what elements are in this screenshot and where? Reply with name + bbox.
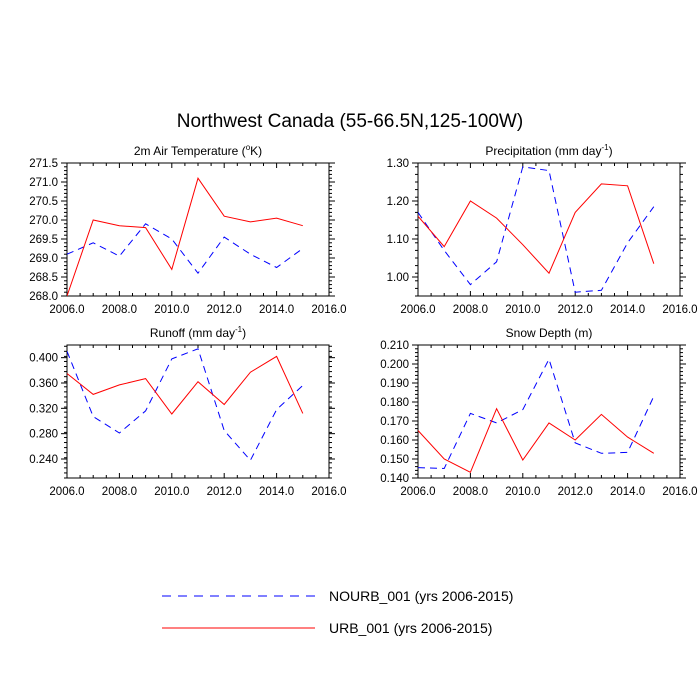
x-tick-label: 2012.0 xyxy=(207,304,242,316)
x-tick-label: 2010.0 xyxy=(154,304,189,316)
panel-title-superscript: -1 xyxy=(601,143,609,152)
series-line-nourb xyxy=(418,357,655,470)
legend-label-urb: URB_001 (yrs 2006-2015) xyxy=(329,620,492,636)
y-tick-label: 1.00 xyxy=(387,272,409,284)
y-tick-label: 0.320 xyxy=(29,403,58,415)
y-tick-label: 0.280 xyxy=(29,429,58,441)
y-tick-label: 269.0 xyxy=(29,253,58,265)
legend: NOURB_001 (yrs 2006-2015) URB_001 (yrs 2… xyxy=(162,588,513,636)
x-tick-label: 2012.0 xyxy=(207,486,242,498)
panel-3: Runoff (mm day-1) 2006.0 2008.0 2010.0 2012.… xyxy=(29,325,346,498)
y-tick-label: 0.150 xyxy=(380,454,409,466)
y-tick-label: 0.400 xyxy=(29,353,58,365)
y-tick-label: 1.20 xyxy=(387,196,409,208)
series-line-urb xyxy=(67,177,303,296)
y-tick-label: 0.210 xyxy=(380,340,409,352)
x-tick-label: 2016.0 xyxy=(311,304,346,316)
panel-1: 2m Air Temperature (oK) 2006.0 2008.0 2010.… xyxy=(29,143,346,316)
y-tick-label: 270.0 xyxy=(29,215,58,227)
panel-title-main: Runoff (mm day xyxy=(150,326,235,340)
x-tick-label: 2012.0 xyxy=(558,486,593,498)
y-tick-label: 0.180 xyxy=(380,397,409,409)
y-tick-label: 0.140 xyxy=(380,473,409,485)
x-tick-label: 2014.0 xyxy=(610,486,645,498)
x-tick-label: 2010.0 xyxy=(154,486,189,498)
x-tick-label: 2008.0 xyxy=(102,304,137,316)
panel-2: Precipitation (mm day-1) 2006.0 2008.0 2010… xyxy=(387,143,698,316)
y-tick-label: 269.5 xyxy=(29,234,58,246)
series-line-nourb xyxy=(418,166,655,293)
y-tick-label: 0.360 xyxy=(29,378,58,390)
y-tick-label: 0.240 xyxy=(29,454,58,466)
panel-title-main: 2m Air Temperature ( xyxy=(134,144,246,158)
x-tick-label: 2010.0 xyxy=(505,304,540,316)
x-tick-label: 2010.0 xyxy=(505,486,540,498)
panel-title-superscript: -1 xyxy=(235,325,243,334)
x-tick-label: 2006.0 xyxy=(49,304,84,316)
x-tick-label: 2014.0 xyxy=(259,304,294,316)
x-tick-label: 2016.0 xyxy=(662,304,697,316)
panel-title: Snow Depth (m) xyxy=(506,326,593,340)
panel-title-end: ) xyxy=(242,326,246,340)
y-tick-label: 1.10 xyxy=(387,234,409,246)
x-tick-label: 2006.0 xyxy=(400,304,435,316)
y-tick-label: 270.5 xyxy=(29,196,58,208)
x-tick-label: 2006.0 xyxy=(400,486,435,498)
series-line-urb xyxy=(418,183,655,275)
y-tick-label: 271.5 xyxy=(29,158,58,170)
legend-label-nourb: NOURB_001 (yrs 2006-2015) xyxy=(329,588,513,604)
x-tick-label: 2014.0 xyxy=(259,486,294,498)
y-tick-label: 0.200 xyxy=(380,359,409,371)
x-tick-label: 2016.0 xyxy=(662,486,697,498)
figure-title: Northwest Canada (55-66.5N,125-100W) xyxy=(177,111,523,132)
panels: 2m Air Temperature (oK) 2006.0 2008.0 2010.… xyxy=(29,143,697,498)
x-tick-label: 2008.0 xyxy=(453,486,488,498)
y-tick-label: 0.160 xyxy=(380,435,409,447)
x-tick-label: 2012.0 xyxy=(558,304,593,316)
series-line-urb xyxy=(418,407,655,473)
y-tick-label: 268.5 xyxy=(29,272,58,284)
panel-title: 2m Air Temperature (oK) xyxy=(134,143,262,158)
series-line-urb xyxy=(67,355,304,415)
panel-title-main: Snow Depth (m) xyxy=(506,326,593,340)
y-tick-label: 271.0 xyxy=(29,177,58,189)
panel-title-end: K) xyxy=(250,144,262,158)
y-tick-label: 0.170 xyxy=(380,416,409,428)
y-tick-label: 268.0 xyxy=(29,291,58,303)
panel-title-main: Precipitation (mm day xyxy=(485,144,601,158)
x-tick-label: 2008.0 xyxy=(102,486,137,498)
x-tick-label: 2006.0 xyxy=(49,486,84,498)
panel-title: Runoff (mm day-1) xyxy=(150,325,246,340)
y-tick-label: 1.30 xyxy=(387,158,409,170)
x-tick-label: 2016.0 xyxy=(311,486,346,498)
x-tick-label: 2014.0 xyxy=(610,304,645,316)
panel-title: Precipitation (mm day-1) xyxy=(485,143,612,158)
series-line-nourb xyxy=(67,348,304,462)
panel-4: Snow Depth (m) 2006.0 2008.0 2010.0 2012.0 20… xyxy=(380,326,697,498)
panel-title-superscript: o xyxy=(246,143,251,152)
y-tick-label: 0.190 xyxy=(380,378,409,390)
x-tick-label: 2008.0 xyxy=(453,304,488,316)
panel-title-end: ) xyxy=(609,144,613,158)
